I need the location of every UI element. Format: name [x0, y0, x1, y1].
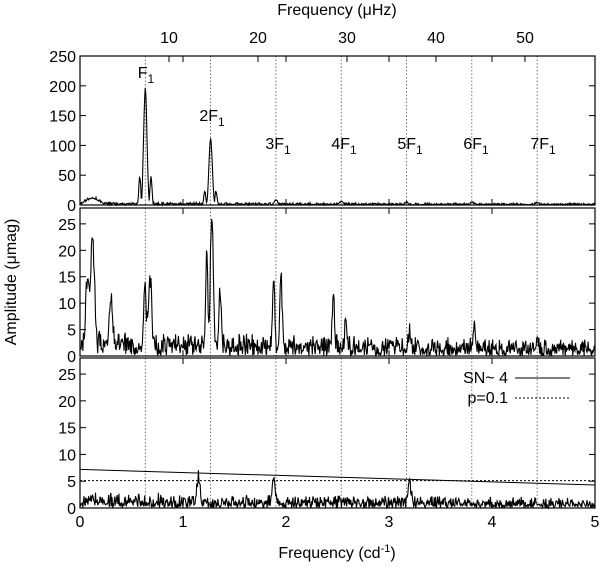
top-x-tick-label: 10: [160, 30, 178, 47]
x-tick-label: 3: [385, 514, 394, 531]
legend-label: p=0.1: [468, 390, 509, 407]
y-tick-label-top: 150: [49, 109, 76, 126]
harmonic-label-3: 3F1: [265, 136, 291, 157]
x-tick-label: 1: [179, 514, 188, 531]
harmonic-label-7: 7F1: [530, 136, 556, 157]
spectrum-line-bottom: [79, 470, 596, 510]
y-tick-label-middle: 25: [58, 217, 76, 234]
x-tick-label: 0: [76, 514, 85, 531]
sn-threshold-line: [79, 468, 596, 486]
y-axis-label: Amplitude (μmag): [3, 219, 20, 346]
panel-bottom: [79, 357, 596, 510]
top-x-tick-label: 30: [338, 30, 356, 47]
harmonic-label-6: 6F1: [463, 136, 489, 157]
y-tick-label-bottom: 25: [58, 367, 76, 384]
harmonic-label-5: 5F1: [397, 136, 423, 157]
harmonic-label-4: 4F1: [331, 136, 357, 157]
top-x-tick-label: 20: [249, 30, 267, 47]
top-x-tick-label: 40: [427, 30, 445, 47]
y-tick-label-bottom: 15: [58, 421, 76, 438]
x-tick-label: 5: [591, 514, 600, 531]
y-tick-label-top: 0: [67, 198, 76, 215]
y-tick-label-middle: 15: [58, 270, 76, 287]
y-tick-label-middle: 0: [67, 349, 76, 366]
y-tick-label-top: 50: [58, 168, 76, 185]
panel-frame-middle: [79, 207, 596, 357]
y-tick-label-top: 200: [49, 79, 76, 96]
y-tick-label-middle: 10: [58, 296, 76, 313]
y-tick-label-bottom: 0: [67, 501, 76, 518]
harmonic-label-1: F1: [138, 65, 155, 86]
y-tick-label-bottom: 10: [58, 447, 76, 464]
y-tick-label-middle: 5: [67, 323, 76, 340]
top-x-tick-label: 50: [516, 30, 534, 47]
panel-middle: [79, 207, 596, 358]
panel-frame-bottom: [79, 357, 596, 509]
x-tick-label: 2: [282, 514, 291, 531]
y-tick-label-middle: 20: [58, 243, 76, 260]
y-tick-label-bottom: 5: [67, 474, 76, 491]
x-axis-label: Frequency (cd-1): [278, 543, 395, 562]
harmonic-label-2: 2F1: [199, 108, 225, 129]
x-tick-label: 4: [488, 514, 497, 531]
panel-top: [79, 55, 596, 208]
y-tick-label-bottom: 20: [58, 394, 76, 411]
y-tick-label-top: 250: [49, 49, 76, 66]
top-x-axis-label: Frequency (μHz): [277, 2, 396, 19]
legend-label: SN~ 4: [463, 370, 508, 387]
panels-group: [79, 55, 596, 510]
y-tick-label-top: 100: [49, 138, 76, 155]
panel-frame-top: [79, 55, 596, 206]
spectrum-line-middle: [79, 219, 596, 358]
